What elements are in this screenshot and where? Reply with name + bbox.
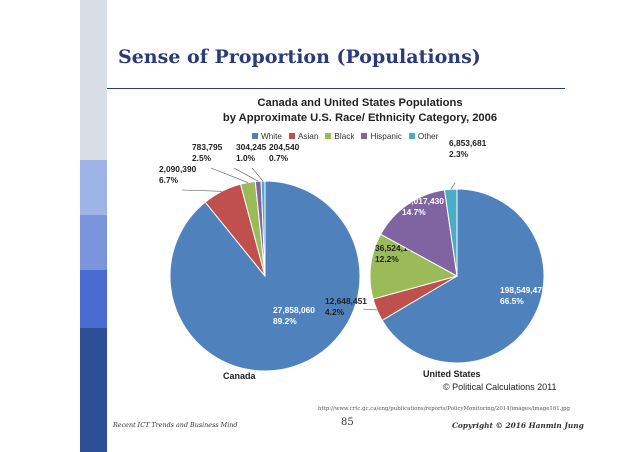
data-label-united-states-white-value: 198,549,475 — [500, 285, 547, 295]
legend-swatch — [288, 133, 295, 139]
legend-label: Black — [334, 131, 355, 141]
stripe-segment — [80, 160, 107, 215]
pie-name-united-states: United States — [423, 369, 481, 379]
pie-slice-united-states-hispanic — [379, 189, 458, 277]
leader-line-canada-other — [251, 167, 264, 182]
legend-swatch — [408, 133, 415, 139]
legend-swatch — [361, 133, 368, 139]
legend-swatch — [325, 133, 332, 139]
legend-label: White — [261, 131, 282, 141]
left-decorative-stripe — [80, 0, 107, 452]
data-label-united-states-black-value: 36,524,175 — [375, 243, 417, 253]
title-underline — [107, 88, 565, 89]
data-label-united-states-hispanic-value: 44,017,430 — [402, 196, 444, 206]
leader-line-canada-black — [210, 167, 249, 183]
footer-course-name: Recent ICT Trends and Business Mind — [113, 421, 238, 429]
source-url: http://www.crtc.gc.ca/eng/publications/r… — [318, 406, 570, 412]
data-label-canada-white-value: 27,858,060 — [273, 305, 315, 315]
legend-label: Hispanic — [370, 131, 402, 141]
data-label-canada-hispanic-value: 304,245 — [236, 142, 267, 152]
data-label-canada-hispanic-percent: 1.0% — [236, 153, 256, 163]
data-label-united-states-other-percent: 2.3% — [449, 149, 469, 159]
legend-label: Asian — [297, 131, 319, 141]
data-label-canada-asian-value: 2,090,390 — [159, 164, 197, 174]
footer-copyright: Copyright © 2016 Hanmin Jung — [452, 421, 584, 430]
stripe-segment — [80, 270, 107, 328]
page-number: 85 — [341, 417, 354, 428]
legend-item-asian: Asian — [288, 131, 319, 141]
pie-slice-united-states-white — [381, 188, 545, 364]
chart-legend: White Asian Black Hispanic Other — [252, 130, 445, 142]
pie-name-canada: Canada — [223, 371, 257, 381]
slide-title: Sense of Proportion (Populations) — [118, 46, 481, 68]
data-label-canada-other-value: 204,540 — [269, 142, 300, 152]
stripe-segment — [80, 0, 107, 160]
legend-item-white: White — [252, 132, 282, 141]
leader-line-united-states-asian — [362, 308, 377, 311]
data-label-united-states-asian-value: 12,648,451 — [325, 296, 367, 306]
data-label-canada-black-percent: 2.5% — [192, 153, 212, 163]
data-label-united-states-asian-percent: 4.2% — [325, 307, 345, 317]
pie-slice-united-states-black — [369, 233, 459, 300]
leader-line-united-states-other — [450, 182, 456, 190]
data-label-united-states-other-value: 6,853,681 — [449, 138, 487, 148]
leader-line-canada-asian — [181, 189, 222, 192]
stripe-segment — [80, 215, 107, 270]
pie-chart-figure: Canada and United States Populations by … — [125, 94, 595, 406]
data-label-united-states-black-percent: 12.2% — [375, 254, 399, 264]
chart-title-line-1: Canada and United States Populations — [257, 97, 463, 109]
data-label-canada-other-percent: 0.7% — [269, 153, 289, 163]
leader-line-canada-hispanic — [233, 167, 259, 182]
legend-item-other: Other — [408, 131, 439, 141]
data-label-united-states-hispanic-percent: 14.7% — [402, 207, 426, 217]
stripe-segment — [80, 328, 107, 452]
data-label-canada-asian-percent: 6.7% — [159, 175, 179, 185]
chart-title-line-2: by Approximate U.S. Race/ Ethnicity Cate… — [222, 112, 498, 124]
data-label-canada-black-value: 783,795 — [192, 142, 223, 152]
data-label-united-states-white-percent: 66.5% — [500, 296, 524, 306]
data-label-canada-white-percent: 89.2% — [273, 316, 297, 326]
legend-item-black: Black — [325, 132, 354, 141]
chart-credit: © Political Calculations 2011 — [443, 382, 557, 392]
legend-label: Other — [417, 131, 439, 141]
legend-swatch — [252, 133, 258, 139]
legend-item-hispanic: Hispanic — [361, 131, 402, 141]
